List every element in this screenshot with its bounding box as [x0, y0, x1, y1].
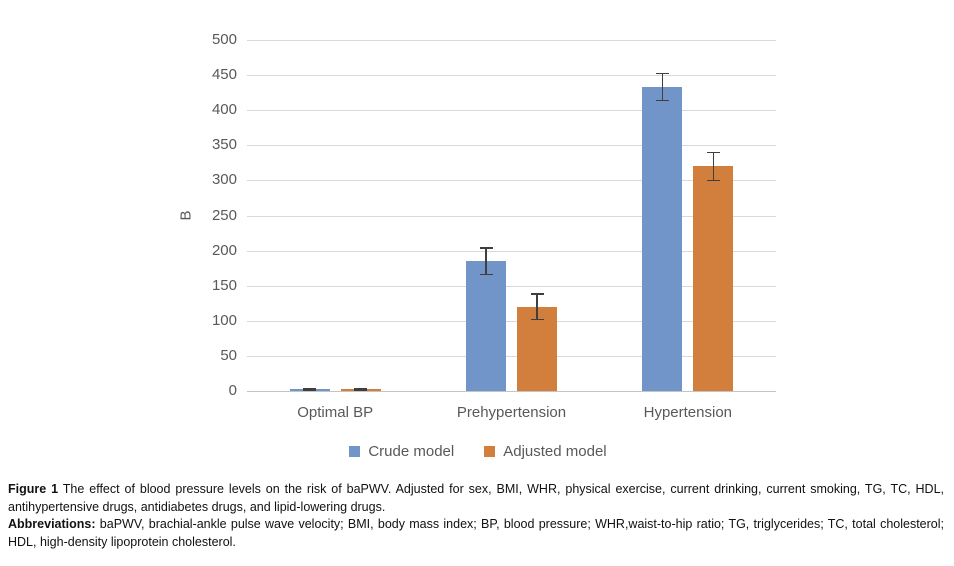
plot-area — [247, 40, 776, 392]
error-bar-crude-model-hypertension — [655, 72, 669, 102]
error-bar-stem — [485, 247, 487, 276]
abbreviations-text: baPWV, brachial-ankle pulse wave velocit… — [8, 517, 944, 550]
legend-label-crude-model: Crude model — [368, 442, 455, 460]
abbreviations-paragraph: Abbreviations: baPWV, brachial-ankle pul… — [8, 516, 944, 551]
y-tick-label: 100 — [211, 311, 237, 329]
legend-label-adjusted-model: Adjusted model — [503, 442, 607, 460]
gridline — [247, 75, 776, 77]
gridline — [247, 250, 776, 252]
legend-entry-crude-model: Crude model — [349, 443, 454, 460]
legend-swatch-adjusted-model — [484, 445, 496, 457]
y-tick-label: 200 — [211, 241, 237, 259]
error-bar-top-cap — [706, 151, 720, 154]
gridline — [247, 40, 776, 41]
figure-caption: Figure 1 The effect of blood pressure le… — [8, 481, 944, 552]
y-tick-label: 500 — [211, 31, 237, 48]
legend-swatch-crude-model — [349, 445, 361, 457]
error-bar-adjusted-model-optimal-bp — [354, 388, 368, 391]
error-bar-top-cap — [354, 388, 368, 390]
gridline — [247, 110, 776, 112]
bar-crude-model-prehypertension — [466, 261, 506, 391]
x-category-label-optimal-bp: Optimal BP — [297, 404, 374, 421]
error-bar-top-cap — [655, 72, 669, 75]
gridline — [247, 180, 776, 182]
gridline — [247, 215, 776, 217]
y-tick-label: 150 — [211, 276, 237, 294]
y-tick-label: 400 — [211, 101, 237, 119]
bar-adjusted-model-hypertension — [693, 166, 734, 391]
legend-entry-adjusted-model: Adjusted model — [484, 442, 607, 460]
y-tick-label: 300 — [211, 171, 237, 189]
error-bar-crude-model-optimal-bp — [303, 388, 317, 391]
y-tick-label: 50 — [220, 346, 237, 364]
error-bar-stem — [712, 151, 715, 182]
x-axis-line — [247, 391, 776, 392]
y-tick-label: 250 — [211, 206, 237, 224]
error-bar-bottom-cap — [655, 99, 669, 102]
caption-paragraph: Figure 1 The effect of blood pressure le… — [8, 481, 944, 516]
x-category-label-hypertension: Hypertension — [643, 404, 733, 421]
x-category-label-prehypertension: Prehypertension — [456, 404, 567, 421]
error-bar-stem — [536, 293, 538, 321]
error-bar-crude-model-prehypertension — [479, 247, 493, 276]
error-bar-adjusted-model-hypertension — [706, 151, 720, 182]
figure-label: Figure 1 — [8, 482, 59, 496]
y-tick-label: 350 — [211, 136, 237, 154]
gridline — [247, 145, 776, 147]
gridline — [247, 320, 776, 322]
error-bar-top-cap — [303, 388, 317, 390]
bar-crude-model-hypertension — [642, 87, 683, 391]
y-tick-label: 0 — [228, 382, 237, 399]
chart-legend: Crude model Adjusted model — [180, 441, 776, 461]
gridline — [247, 285, 776, 287]
abbreviations-label: Abbreviations: — [8, 517, 96, 532]
error-bar-top-cap — [479, 247, 493, 249]
y-tick-label: 450 — [211, 66, 237, 84]
error-bar-adjusted-model-prehypertension — [530, 293, 544, 321]
error-bar-bottom-cap — [706, 179, 720, 182]
error-bar-bottom-cap — [530, 318, 544, 321]
gridline — [247, 355, 776, 357]
error-bar-top-cap — [530, 293, 544, 295]
error-bar-bottom-cap — [354, 389, 368, 391]
figure-caption-text: The effect of blood pressure levels on t… — [8, 482, 945, 514]
error-bar-bottom-cap — [479, 273, 493, 276]
error-bar-stem — [661, 72, 664, 102]
error-bar-bottom-cap — [303, 389, 317, 391]
bar-adjusted-model-prehypertension — [517, 306, 557, 391]
